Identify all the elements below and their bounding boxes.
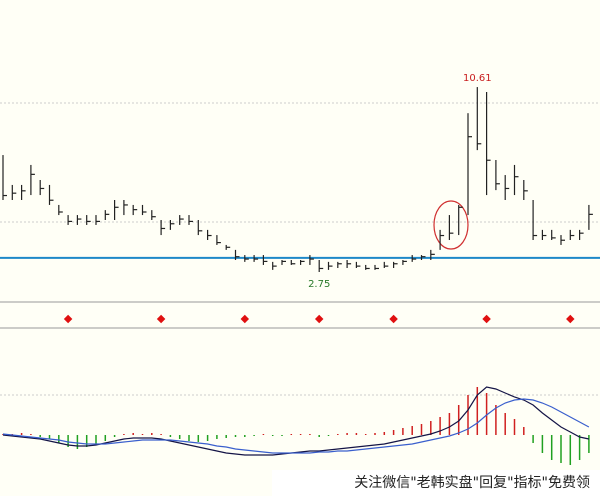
watermark: 关注微信"老韩实盘"回复"指标"免费领 <box>354 474 590 491</box>
watermark-bg <box>272 470 600 496</box>
signal-marker <box>240 314 250 324</box>
signal-marker <box>389 314 398 324</box>
highlight-circle <box>433 200 469 250</box>
price-annotation: 10.61 <box>463 73 492 84</box>
signal-marker <box>63 314 73 324</box>
signal-marker <box>482 314 491 324</box>
macd-dea <box>2 398 590 454</box>
signal-marker <box>314 314 324 324</box>
marks: 10.61 2.75 <box>0 73 600 465</box>
signal-marker <box>156 314 166 324</box>
price-annotation: 2.75 <box>308 279 330 290</box>
signal-marker <box>566 314 575 324</box>
